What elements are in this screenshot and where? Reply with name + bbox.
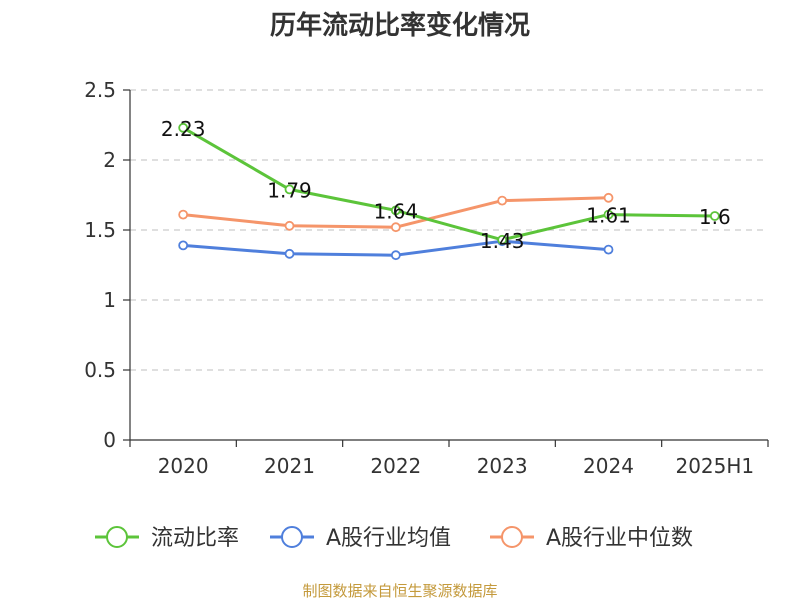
legend-marker [501,526,523,548]
data-point [603,244,614,255]
data-point [603,209,614,220]
data-label: 1.6 [699,205,731,229]
data-point [497,195,508,206]
legend-label: A股行业中位数 [546,526,693,551]
legend-marker [281,526,303,548]
gridlines [130,89,768,371]
legend[interactable]: 流动比率 A股行业均值 A股行业中位数 [95,526,693,551]
x-tick-label: 2020 [158,454,209,478]
x-tick-label: 2021 [264,454,315,478]
data-label: 1.61 [586,204,631,228]
data-point [390,205,401,216]
y-tick-label: 1.5 [84,218,116,242]
y-tick-label: 0 [103,428,116,452]
x-tick-label: 2022 [370,454,421,478]
data-point [284,248,295,259]
legend-item[interactable]: A股行业均值 [270,526,451,551]
data-point [603,192,614,203]
data-point [284,220,295,231]
data-labels: 2.23 1.79 1.64 1.43 1.61 1.6 [161,117,731,253]
legend-marker [106,526,128,548]
axes: 0 0.5 1 1.5 2 2.5 2020 2021 2022 2023 2024 2025H1 [84,78,769,478]
data-point [178,240,189,251]
y-tick-label: 0.5 [84,358,116,382]
y-tick-label: 1 [103,288,116,312]
y-tick-label: 2 [103,148,116,172]
series-group [178,122,720,261]
data-point [178,122,189,133]
data-label: 1.43 [480,229,525,253]
legend-item[interactable]: 流动比率 [95,526,239,551]
chart-title: 历年流动比率变化情况 [270,10,530,41]
source-note: 制图数据来自恒生聚源数据库 [302,582,497,600]
x-tick-label: 2023 [477,454,528,478]
data-label: 1.79 [267,178,312,202]
legend-item[interactable]: A股行业中位数 [490,526,693,551]
data-point [709,211,720,221]
x-tick-label: 2025H1 [675,454,754,478]
data-point [497,234,508,245]
data-label: 1.64 [374,199,419,223]
y-tick-label: 2.5 [84,78,116,102]
data-point [284,184,295,195]
data-label: 2.23 [161,117,206,141]
data-point [178,209,189,220]
series-line [182,126,715,242]
legend-label: A股行业均值 [326,526,451,551]
data-point [390,250,401,261]
data-point [390,222,401,233]
x-tick-label: 2024 [583,454,634,478]
legend-label: 流动比率 [151,526,239,551]
